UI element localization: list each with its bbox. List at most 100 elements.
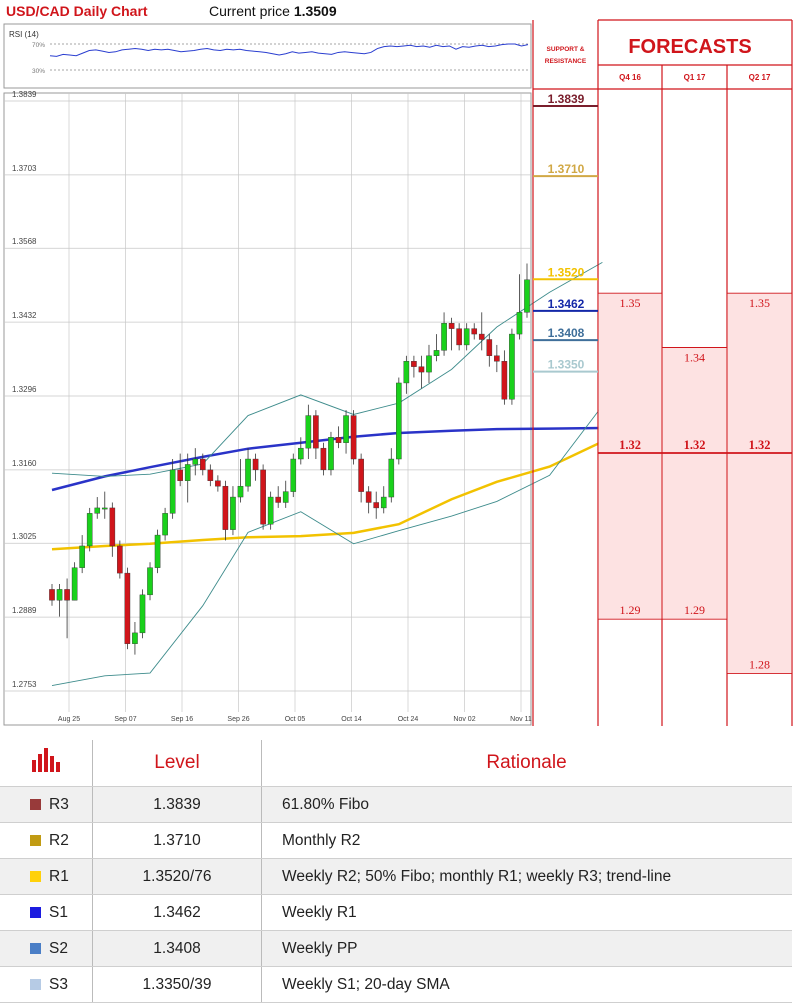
candle-body (192, 458, 199, 465)
candle-body (501, 361, 508, 400)
level-color-swatch (30, 834, 41, 846)
level-label-cell: S1 (0, 894, 93, 931)
candle (162, 507, 168, 541)
level-value: 1.3462 (92, 894, 262, 931)
current-price: Current price 1.3509 (209, 3, 337, 19)
candle-body (207, 469, 214, 481)
candle (320, 442, 327, 476)
table-row: R3 1.3839 61.80% Fibo (0, 786, 792, 823)
level-label: R3 (49, 795, 69, 813)
level-value: 1.3520/76 (92, 858, 262, 895)
candle-body (132, 632, 138, 644)
candle (260, 464, 266, 530)
candle-body (154, 534, 161, 568)
candle (192, 448, 199, 476)
candle-body (358, 458, 364, 492)
level-label: S3 (49, 975, 68, 993)
levels-table: Level Rationale R3 1.3839 61.80% Fibo R2 1.3… (0, 740, 792, 1003)
forecast-mid-value: 1.32 (684, 438, 706, 452)
candle-body (260, 469, 266, 525)
candle-body (162, 513, 168, 536)
level-rationale: 61.80% Fibo (261, 786, 792, 823)
sr-level-value: 1.3408 (548, 326, 585, 340)
candle (501, 350, 508, 405)
candle-body (396, 382, 402, 460)
y-tick-label: 1.3703 (12, 164, 37, 173)
candle (396, 377, 402, 465)
rsi-panel: RSI (14) 70% 30% (3, 23, 532, 89)
candle-body (426, 355, 432, 373)
candle (124, 567, 131, 650)
y-tick-label: 1.3432 (12, 311, 37, 320)
candle-body (320, 447, 327, 471)
candle (494, 344, 500, 373)
level-rationale: Weekly PP (261, 930, 792, 967)
x-tick-label: Sep 07 (114, 716, 136, 723)
table-row: R1 1.3520/76 Weekly R2; 50% Fibo; monthly … (0, 858, 792, 895)
candle-body (471, 328, 478, 335)
sr-level-value: 1.3839 (548, 92, 585, 106)
chart-area: RSI (14) 70% 30% 1.38391.37031.35681.343… (3, 19, 793, 726)
forecast-lower-value: 1.29 (620, 603, 641, 617)
candle-body (215, 480, 221, 487)
candle-body (56, 589, 63, 601)
candle-body (448, 323, 455, 329)
rsi-label: RSI (14) (9, 30, 39, 39)
level-rationale: Monthly R2 (261, 822, 792, 859)
candle-body (79, 545, 85, 568)
candle-body (388, 458, 395, 498)
candle-body (252, 458, 259, 471)
candle (230, 486, 236, 536)
y-tick-label: 1.3839 (12, 90, 37, 99)
candle-body (524, 279, 530, 313)
candle-body (184, 464, 191, 481)
col-rationale-header: Rationale (261, 740, 792, 787)
candle (154, 529, 161, 574)
candle-body (71, 567, 78, 601)
candle-body (49, 589, 55, 601)
chart-title: USD/CAD Daily Chart (6, 3, 148, 19)
level-label-cell: R3 (0, 786, 93, 823)
candle (199, 453, 206, 476)
candle (282, 480, 289, 508)
candle-body (403, 361, 410, 384)
candle (207, 464, 214, 487)
candle (471, 323, 478, 340)
candle-body (109, 507, 116, 547)
candle-body (94, 507, 101, 514)
x-tick-label: Sep 26 (227, 716, 249, 723)
level-color-swatch (30, 906, 41, 918)
candle (313, 410, 319, 460)
candle (275, 486, 281, 508)
candle (516, 274, 523, 340)
candle-body (494, 355, 500, 362)
candle-body (230, 496, 236, 530)
candle-body (433, 350, 440, 356)
candle-body (373, 502, 380, 509)
table-row: S3 1.3350/39 Weekly S1; 20-day SMA (0, 966, 792, 1003)
candle (94, 497, 101, 519)
candle-body (169, 469, 176, 514)
forecast-column-header: Q1 17 (684, 73, 706, 82)
candle (305, 404, 312, 460)
candle-body (380, 496, 387, 509)
level-color-swatch (30, 978, 41, 990)
candle (298, 437, 304, 465)
candle-body (64, 589, 70, 601)
candle (350, 410, 357, 465)
candle (290, 453, 297, 498)
y-tick-label: 1.2753 (12, 680, 37, 689)
x-tick-label: Oct 14 (341, 716, 362, 723)
candle-body (199, 458, 206, 471)
candle-body (139, 594, 146, 634)
level-color-swatch (30, 870, 41, 882)
candle-body (418, 366, 425, 373)
y-tick-label: 1.3160 (12, 459, 37, 468)
candle (328, 431, 334, 476)
indicator-line-sma-100 (51, 440, 603, 551)
col-level-header: Level (92, 740, 262, 787)
price-value: 1.3509 (293, 3, 337, 19)
level-label: R1 (49, 867, 69, 885)
support-resistance-panel: SUPPORT & RESISTANCE 1.3839 1.3710 1.3520 1… (532, 20, 599, 726)
level-value: 1.3350/39 (92, 966, 262, 1003)
